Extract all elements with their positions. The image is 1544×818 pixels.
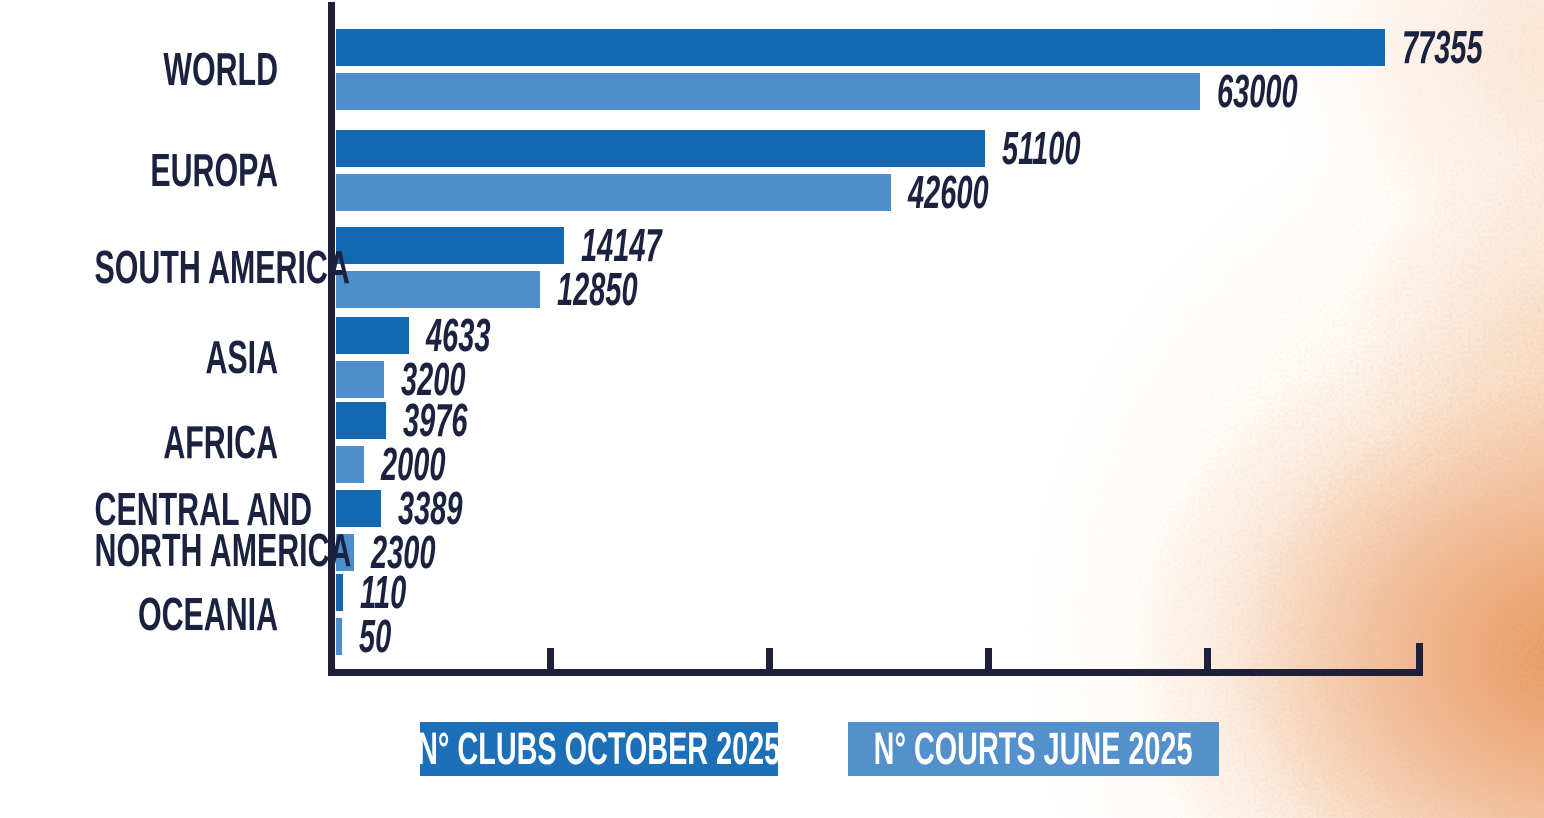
category-label-africa: AFRICA: [95, 419, 278, 465]
bar-group-europa: EUROPA 51100 42600: [0, 122, 1544, 218]
category-label-world: WORLD: [95, 46, 278, 92]
clubs-value-label: 77355: [1402, 21, 1483, 73]
axis-tick: [1204, 648, 1211, 669]
clubs-bar-africa: [336, 402, 386, 439]
legend-courts-label: N° COURTS JUNE 2025: [874, 723, 1193, 774]
category-label-europa: EUROPA: [95, 147, 278, 193]
courts-value-label: 2000: [381, 438, 446, 490]
courts-bar-oceania: [336, 618, 342, 655]
courts-bar-africa: [336, 446, 364, 483]
bar-group-world: WORLD 77355 63000: [0, 21, 1544, 117]
courts-value-label: 50: [359, 610, 392, 662]
legend-courts: N° COURTS JUNE 2025: [848, 722, 1219, 776]
axis-end-tick: [1416, 643, 1423, 669]
courts-bar-europa: [336, 174, 891, 211]
courts-value-label: 12850: [557, 263, 638, 315]
category-label-line: NORTH AMERICA: [94, 524, 352, 576]
courts-value-label: 2300: [371, 525, 436, 578]
category-label-line: ASIA: [205, 331, 278, 383]
courts-bar-central-north-america: [336, 533, 354, 571]
bar-group-central-north-america: CENTRAL AND NORTH AMERICA 3389 2300: [0, 481, 1544, 578]
courts-bar-asia: [336, 361, 384, 398]
category-label-line: SOUTH AMERICA: [94, 241, 350, 293]
axis-tick: [766, 648, 773, 669]
category-label-line: AFRICA: [163, 416, 278, 468]
clubs-bar-central-north-america: [336, 489, 381, 527]
clubs-bar-europa: [336, 130, 985, 167]
category-label-line: OCEANIA: [137, 588, 278, 640]
bar-group-asia: ASIA 4633 3200: [0, 309, 1544, 405]
category-label-line: EUROPA: [150, 144, 278, 196]
category-label-south-america: SOUTH AMERICA: [95, 244, 350, 290]
category-label-asia: ASIA: [95, 334, 278, 380]
plot-area: WORLD 77355 63000 EUROPA: [0, 21, 1544, 662]
clubs-value-label: 3976: [403, 394, 468, 446]
clubs-bar-world: [336, 29, 1385, 66]
category-label-line: CENTRAL AND: [94, 483, 313, 535]
x-axis-line: [328, 643, 1423, 676]
clubs-value-label: 51100: [1002, 122, 1081, 174]
courts-value-label: 42600: [908, 166, 989, 218]
courts-bar-world: [336, 73, 1200, 110]
bar-group-oceania: OCEANIA 110 50: [0, 566, 1544, 662]
courts-value-label: 3200: [401, 353, 466, 405]
clubs-value-label: 4633: [426, 309, 491, 361]
clubs-value-label: 3389: [398, 481, 463, 534]
legend-clubs-label: N° CLUBS OCTOBER 2025: [417, 723, 781, 774]
category-label-central-north-america: CENTRAL AND NORTH AMERICA: [95, 486, 352, 573]
bar-group-south-america: SOUTH AMERICA 14147 12850: [0, 219, 1544, 315]
category-label-line: WORLD: [163, 43, 278, 95]
axis-tick: [985, 648, 992, 669]
clubs-bar-south-america: [336, 227, 564, 264]
courts-value-label: 63000: [1217, 65, 1298, 117]
clubs-bar-oceania: [336, 574, 343, 611]
clubs-value-label: 110: [360, 566, 407, 618]
y-axis-line: [328, 2, 335, 676]
axis-tick: [547, 648, 554, 669]
clubs-bar-asia: [336, 317, 409, 354]
bar-group-africa: AFRICA 3976 2000: [0, 394, 1544, 490]
courts-bar-south-america: [336, 271, 540, 308]
legend-clubs: N° CLUBS OCTOBER 2025: [417, 722, 781, 776]
clubs-value-label: 14147: [581, 219, 662, 271]
category-label-oceania: OCEANIA: [95, 591, 278, 637]
